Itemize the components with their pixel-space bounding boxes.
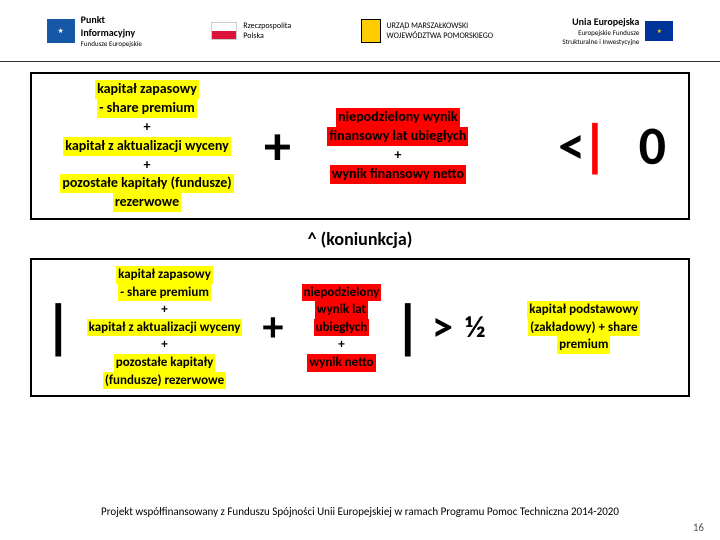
f1-left-term: kapitał zapasowy - share premium + kapit… bbox=[42, 80, 252, 212]
f1-mid-l3: + bbox=[394, 146, 401, 163]
logo-header: ★ Punkt Informacyjny Fundusze Europejski… bbox=[0, 0, 720, 62]
f2-abs-left-close: | bbox=[391, 298, 424, 358]
urzad-marszalkowski-logo: URZĄD MARSZAŁKOWSKI WOJEWÓDZTWA POMORSKI… bbox=[361, 19, 494, 43]
f2-half: ½ bbox=[461, 309, 490, 346]
f1-mid-l1: niepodzielony wynik bbox=[336, 108, 459, 127]
polish-flag-icon bbox=[211, 22, 237, 40]
f1-left-l7: rezerwowe bbox=[113, 193, 181, 212]
f2-mid-l5: wynik netto bbox=[307, 354, 375, 372]
f2-abs-left-open: | bbox=[42, 298, 75, 358]
f2-right-l3: premium bbox=[557, 336, 610, 354]
pi-icon: ★ bbox=[47, 19, 75, 43]
f2-mid-l3: ubiegłych bbox=[314, 319, 370, 337]
formula-row-2: | kapitał zapasowy - share premium + kap… bbox=[30, 258, 690, 397]
rzeczpospolita-logo: Rzeczpospolita Polska bbox=[211, 21, 291, 41]
pi-sub: Fundusze Europejskie bbox=[81, 39, 142, 48]
f1-abs-bar: | bbox=[579, 117, 611, 175]
f1-mid-l4: wynik finansowy netto bbox=[330, 165, 466, 184]
f2-right-term: kapitał podstawowy (zakładowy) + share p… bbox=[490, 301, 678, 354]
rp-title2: Polska bbox=[243, 31, 291, 41]
pi-title: Punkt bbox=[81, 13, 142, 26]
f2-mid-l2: wynik lat bbox=[315, 301, 368, 319]
formula-row-1: kapitał zapasowy - share premium + kapit… bbox=[30, 72, 690, 220]
f2-left-l4: kapitał z aktualizacji wyceny bbox=[87, 319, 243, 337]
f1-left-l4: kapitał z aktualizacji wyceny bbox=[63, 137, 230, 156]
f2-right-l1: kapitał podstawowy bbox=[527, 301, 640, 319]
f2-left-l2: - share premium bbox=[118, 284, 211, 302]
f2-plus-operator: + bbox=[255, 302, 292, 353]
f2-left-l6: pozostałe kapitały bbox=[114, 354, 216, 372]
main-content: kapitał zapasowy - share premium + kapit… bbox=[0, 62, 720, 397]
f2-left-l5: + bbox=[161, 337, 167, 352]
griffin-icon bbox=[361, 19, 381, 43]
ue-sub2: Strukturalne i Inwestycyjne bbox=[562, 37, 639, 46]
f2-left-l3: + bbox=[161, 302, 167, 317]
f2-left-term: kapitał zapasowy - share premium + kapit… bbox=[75, 266, 255, 389]
rp-title: Rzeczpospolita bbox=[243, 21, 291, 31]
f2-mid-l1: niepodzielony bbox=[302, 284, 382, 302]
f1-left-l2: - share premium bbox=[97, 99, 197, 118]
f1-mid-term: niepodzielony wynik finansowy lat ubiegł… bbox=[303, 108, 493, 184]
um-line1: URZĄD MARSZAŁKOWSKI bbox=[387, 21, 494, 31]
unia-europejska-logo: Unia Europejska Europejskie Fundusze Str… bbox=[562, 15, 673, 46]
ue-title: Unia Europejska bbox=[562, 15, 639, 28]
eu-flag-icon: ★ bbox=[645, 21, 673, 41]
pi-title2: Informacyjny bbox=[81, 26, 142, 39]
punkt-informacyjny-logo: ★ Punkt Informacyjny Fundusze Europejski… bbox=[47, 13, 142, 48]
f2-gt-operator: > bbox=[424, 302, 461, 353]
um-line2: WOJEWÓDZTWA POMORSKIEGO bbox=[387, 31, 494, 41]
f1-plus-operator: + bbox=[252, 113, 303, 179]
f2-left-l7: (fundusze) rezerwowe bbox=[103, 372, 226, 390]
f2-mid-l4: + bbox=[338, 337, 344, 352]
f1-left-l6: pozostałe kapitały (fundusze) bbox=[60, 174, 233, 193]
f1-left-l5: + bbox=[144, 156, 151, 173]
footer-text: Projekt współfinansowany z Funduszu Spój… bbox=[0, 505, 720, 518]
f1-rhs-zero: 0 bbox=[611, 113, 678, 179]
f1-left-l3: + bbox=[144, 118, 151, 135]
f2-mid-term: niepodzielony wynik lat ubiegłych + wyni… bbox=[291, 284, 391, 372]
ue-sub1: Europejskie Fundusze bbox=[562, 28, 639, 37]
conjunction-label: ^ (koniunkcja) bbox=[30, 228, 690, 250]
f2-right-l2: (zakładowy) + share bbox=[528, 319, 639, 337]
f1-mid-l2: finansowy lat ubiegłych bbox=[327, 127, 468, 146]
page-number: 16 bbox=[693, 521, 704, 534]
f1-left-l1: kapitał zapasowy bbox=[95, 80, 199, 99]
f2-left-l1: kapitał zapasowy bbox=[116, 266, 213, 284]
